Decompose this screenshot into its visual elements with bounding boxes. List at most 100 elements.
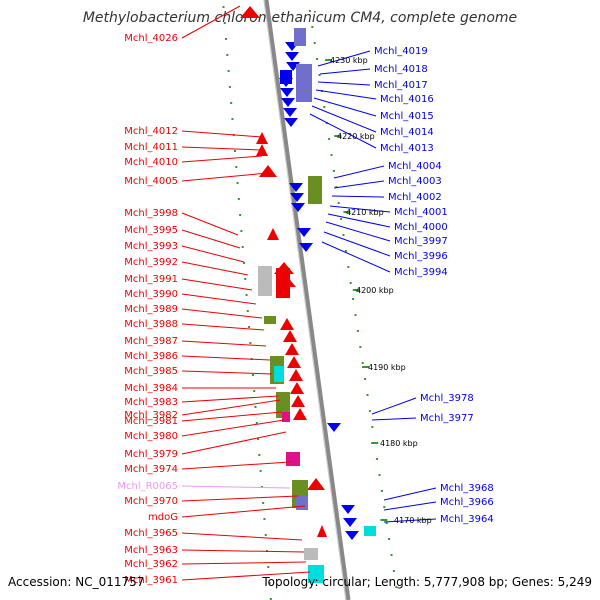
gene-label: Mchl_3986 <box>124 351 178 362</box>
kbp-tick <box>352 289 360 291</box>
track-dot-right <box>342 234 345 236</box>
forward-gene-arrow <box>289 369 303 381</box>
label-leader <box>181 431 287 455</box>
track-dot-left <box>267 566 270 568</box>
track-dot-right <box>366 394 369 396</box>
label-leader <box>181 549 305 553</box>
gene-label: Mchl_3987 <box>124 336 178 347</box>
track-dot-right <box>330 154 333 156</box>
track-dot-left <box>239 214 242 216</box>
gene-block <box>280 70 292 84</box>
track-dot-left <box>237 198 240 200</box>
gene-label: Mchl_4011 <box>124 142 178 153</box>
gene-label: Mchl_3978 <box>420 393 474 404</box>
track-dot-left <box>257 438 260 440</box>
label-leader <box>181 261 249 276</box>
reverse-gene-arrow <box>290 193 304 202</box>
label-leader <box>321 241 391 273</box>
track-dot-left <box>242 262 245 264</box>
track-dot-right <box>359 346 362 348</box>
label-leader <box>371 397 417 415</box>
forward-gene-arrow <box>283 330 297 342</box>
track-dot-left <box>251 374 254 376</box>
track-dot-left <box>225 38 228 40</box>
label-leaders <box>181 5 437 581</box>
gene-label: Mchl_3997 <box>394 236 448 247</box>
track-dot-left <box>253 390 256 392</box>
gene-block <box>304 548 318 560</box>
forward-gene-arrow <box>307 478 325 490</box>
forward-gene-arrow <box>240 6 260 18</box>
track-dot-left <box>249 342 252 344</box>
track-dot-left <box>234 150 236 152</box>
gene-label: Mchl_3977 <box>420 413 474 424</box>
gene-label: Mchl_4013 <box>380 143 434 154</box>
label-leader <box>181 155 263 163</box>
reverse-gene-arrow <box>341 505 355 514</box>
label-leader <box>181 571 311 581</box>
kbp-tick <box>362 366 370 368</box>
reverse-gene-arrow <box>299 243 313 252</box>
label-leader <box>325 221 391 242</box>
gene-label: Mchl_4018 <box>374 64 428 75</box>
track-dot-right <box>354 314 357 316</box>
reverse-gene-arrow <box>283 108 297 117</box>
gene-label: Mchl_3965 <box>124 528 178 539</box>
track-dot-left <box>222 6 225 8</box>
gene-block <box>258 266 272 296</box>
label-leader <box>181 370 273 375</box>
track-dot-left <box>228 86 231 88</box>
kbp-tick <box>380 519 388 521</box>
gene-label: Mchl_3961 <box>124 575 178 586</box>
gene-label: Mchl_R0065 <box>117 481 178 492</box>
track-dot-left <box>255 422 258 424</box>
gene-label: Mchl_4005 <box>124 176 178 187</box>
forward-gene-arrow <box>280 318 294 330</box>
track-dot-right <box>385 522 388 524</box>
track-dot-right <box>371 426 374 428</box>
label-leader <box>331 195 385 198</box>
gene-label: Mchl_3970 <box>124 496 178 507</box>
track-dot-left <box>264 534 267 536</box>
label-leader <box>181 278 253 291</box>
track-dot-right <box>388 538 391 540</box>
track-dot-right <box>378 474 381 476</box>
gene-label: Mchl_3990 <box>124 289 178 300</box>
label-leader <box>181 355 271 361</box>
gene-label: Mchl_4000 <box>394 222 448 233</box>
track-dot-left <box>240 230 243 232</box>
track-dot-right <box>383 506 386 508</box>
label-leader <box>181 411 283 422</box>
reverse-gene-arrow <box>343 518 357 527</box>
gene-block <box>296 496 308 510</box>
label-leader <box>181 245 245 263</box>
gene-label: Mchl_3968 <box>440 483 494 494</box>
label-leader <box>181 505 306 518</box>
label-leader <box>181 495 299 502</box>
label-leader <box>313 97 377 117</box>
gene-block <box>286 452 300 466</box>
label-leader <box>181 323 265 331</box>
kbp-tick <box>334 135 342 137</box>
track-dot-left <box>223 22 226 24</box>
gene-labels: Mchl_4026 Mchl_4012 Mchl_4011 Mchl_4010 Mchl… <box>117 33 493 586</box>
forward-gene-arrow <box>293 408 307 420</box>
gene-label: Mchl_4019 <box>374 46 428 57</box>
label-leader <box>181 172 269 182</box>
gene-label: Mchl_4003 <box>388 176 442 187</box>
track-dot-left <box>241 246 244 248</box>
label-leader <box>383 487 437 501</box>
features <box>240 6 376 583</box>
track-dot-left <box>244 278 247 280</box>
kbp-tick <box>371 442 379 444</box>
reverse-gene-arrow <box>297 228 311 237</box>
genome-backbone <box>263 0 351 600</box>
kbp-label: 4180 kbp <box>380 439 418 448</box>
track-dot-left <box>231 118 234 120</box>
gene-label: Mchl_4002 <box>388 192 442 203</box>
gene-label: Mchl_4017 <box>374 80 428 91</box>
label-leader <box>181 146 263 151</box>
track-dot-left <box>245 294 248 296</box>
gene-label: Mchl_3964 <box>440 514 494 525</box>
reverse-gene-arrow <box>345 531 359 540</box>
